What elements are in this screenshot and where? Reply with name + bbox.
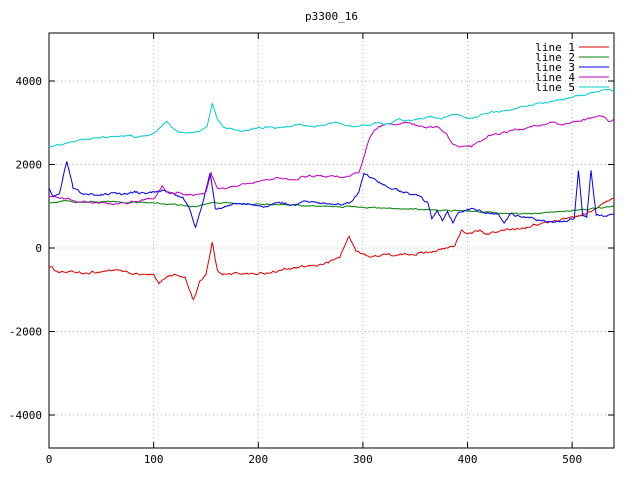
series-line-2 <box>48 200 615 215</box>
x-tick-label: 400 <box>458 453 478 466</box>
series-line-5 <box>48 88 615 148</box>
y-tick-label: 4000 <box>16 75 43 88</box>
series-line-3 <box>48 161 615 229</box>
x-tick-label: 200 <box>248 453 268 466</box>
legend-label: line 5 <box>535 81 575 94</box>
plot-border <box>48 32 615 449</box>
y-tick-label: -4000 <box>9 409 42 422</box>
legend-label: line 1 <box>535 41 575 54</box>
x-tick-label: 100 <box>144 453 164 466</box>
y-tick-label: 2000 <box>16 159 43 172</box>
x-tick-label: 500 <box>562 453 582 466</box>
series-line-4 <box>48 114 615 206</box>
legend-label: line 4 <box>535 71 575 84</box>
legend-label: line 3 <box>535 61 575 74</box>
x-tick-label: 0 <box>46 453 53 466</box>
y-tick-label: -2000 <box>9 326 42 339</box>
y-tick-label: 0 <box>35 242 42 255</box>
chart-title: p3300_16 <box>305 10 358 23</box>
x-tick-label: 300 <box>353 453 373 466</box>
series-line-1 <box>49 197 615 301</box>
legend-label: line 2 <box>535 51 575 64</box>
